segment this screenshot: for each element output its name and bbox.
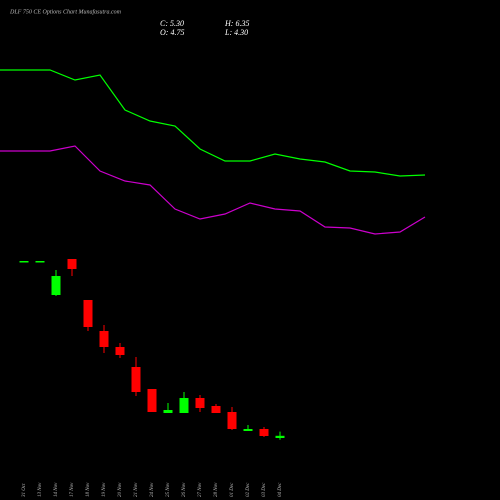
indicator-line xyxy=(0,69,426,177)
candle-body xyxy=(259,429,269,436)
ohlc-label: L: 4.30 xyxy=(224,28,248,37)
candle-body xyxy=(67,259,77,269)
candle-body xyxy=(211,406,221,413)
candle-body xyxy=(179,398,189,413)
x-tick-label: 17 Nov xyxy=(70,482,75,497)
ohlc-label: O: 4.75 xyxy=(160,28,184,37)
indicator-line xyxy=(0,145,426,235)
candle-body xyxy=(99,331,109,347)
candle-body xyxy=(163,410,173,413)
ohlc-label: H: 6.35 xyxy=(224,19,249,28)
x-tick-label: 03 Dec xyxy=(262,482,267,497)
x-tick-label: 28 Nov xyxy=(214,482,219,497)
ohlc-label: C: 5.30 xyxy=(160,19,184,28)
candle-body xyxy=(115,347,125,355)
x-tick-label: 14 Nov xyxy=(54,482,59,497)
candle-body xyxy=(147,389,157,412)
candle-body xyxy=(51,276,61,295)
candle-body xyxy=(275,435,285,438)
x-tick-label: 20 Nov xyxy=(118,482,123,497)
x-tick-label: 04 Dec xyxy=(278,482,283,497)
candle-body xyxy=(35,261,45,263)
candle-body xyxy=(195,398,205,408)
chart-title: DLF 750 CE Options Chart Munafasutra.com xyxy=(9,8,122,15)
x-tick-label: 21 Nov xyxy=(134,482,139,497)
candle-body xyxy=(227,412,237,429)
x-tick-label: 25 Nov xyxy=(166,482,171,497)
x-tick-label: 02 Dec xyxy=(246,482,251,497)
candle-body xyxy=(83,300,93,327)
x-tick-label: 19 Nov xyxy=(102,482,107,497)
candle-body xyxy=(243,429,253,431)
x-tick-label: 26 Nov xyxy=(182,482,187,497)
x-tick-label: 18 Nov xyxy=(86,482,91,497)
candle-body xyxy=(131,367,141,392)
x-tick-label: 13 Nov xyxy=(38,482,43,497)
x-tick-label: 24 Nov xyxy=(150,482,155,497)
x-tick-label: 31 Oct xyxy=(22,483,27,497)
x-tick-label: 27 Nov xyxy=(198,482,203,497)
x-tick-label: 01 Dec xyxy=(230,482,235,497)
candle-body xyxy=(19,261,29,263)
